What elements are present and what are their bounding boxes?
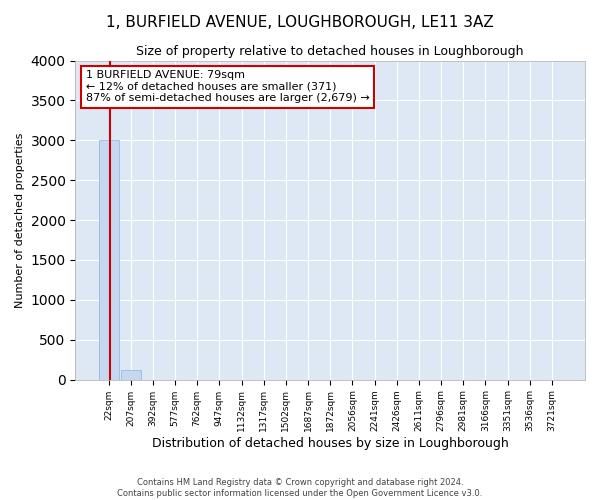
Y-axis label: Number of detached properties: Number of detached properties (15, 132, 25, 308)
Bar (98, 140, 119, 380)
Text: 1, BURFIELD AVENUE, LOUGHBOROUGH, LE11 3AZ: 1, BURFIELD AVENUE, LOUGHBOROUGH, LE11 3… (106, 15, 494, 30)
Text: Contains HM Land Registry data © Crown copyright and database right 2024.
Contai: Contains HM Land Registry data © Crown c… (118, 478, 482, 498)
Title: Size of property relative to detached houses in Loughborough: Size of property relative to detached ho… (136, 45, 524, 58)
X-axis label: Distribution of detached houses by size in Loughborough: Distribution of detached houses by size … (152, 437, 509, 450)
Text: 1 BURFIELD AVENUE: 79sqm
← 12% of detached houses are smaller (371)
87% of semi-: 1 BURFIELD AVENUE: 79sqm ← 12% of detach… (86, 70, 370, 103)
Bar (121, 370, 140, 380)
